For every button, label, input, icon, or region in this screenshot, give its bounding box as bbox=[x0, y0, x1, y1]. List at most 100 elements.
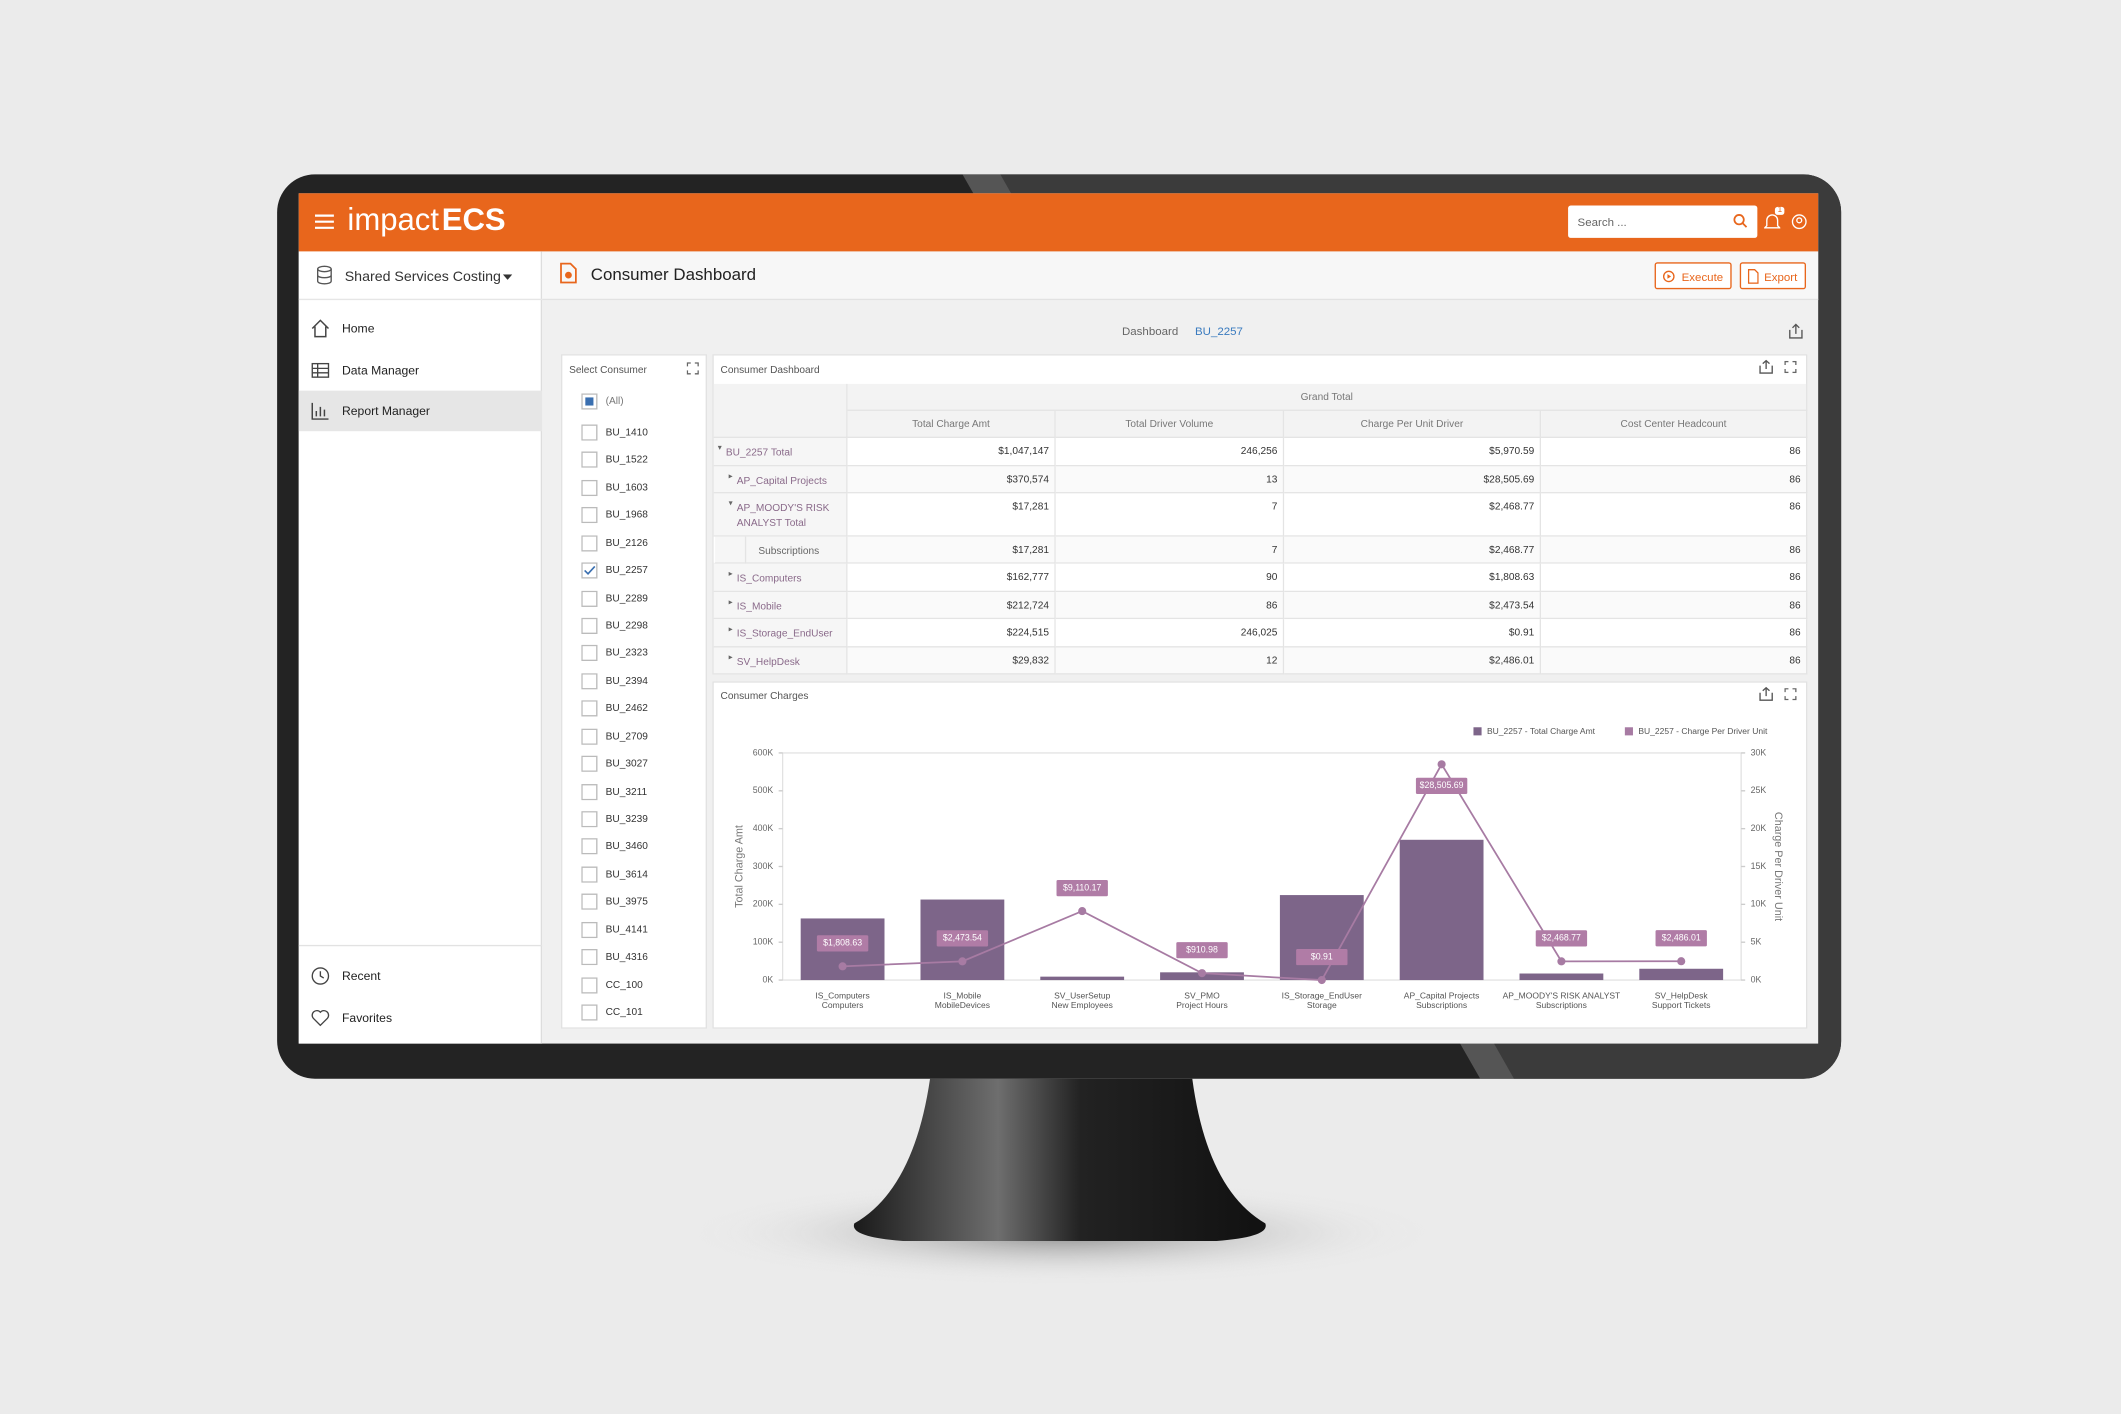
filter-item[interactable]: CC_100 bbox=[562, 975, 705, 994]
x-tick-label: Storage bbox=[1307, 1000, 1337, 1010]
cell-value: $1,808.63 bbox=[1489, 570, 1535, 583]
maximize-icon[interactable] bbox=[1784, 360, 1797, 374]
filter-item[interactable]: BU_4141 bbox=[562, 920, 705, 939]
share-icon[interactable] bbox=[1788, 323, 1803, 339]
expand-toggle[interactable]: ▸ bbox=[728, 654, 733, 663]
column-header: Total Charge Amt bbox=[847, 410, 1056, 438]
checkbox[interactable] bbox=[581, 507, 598, 524]
filter-item[interactable]: BU_2257 bbox=[562, 561, 705, 580]
page-header: Consumer Dashboard Execute Export bbox=[542, 251, 1819, 301]
execute-button[interactable]: Execute bbox=[1654, 262, 1732, 290]
checkbox[interactable] bbox=[581, 479, 598, 496]
export-label: Export bbox=[1764, 270, 1798, 284]
filter-label: BU_3614 bbox=[605, 867, 648, 880]
nav-item[interactable]: Report Manager bbox=[298, 390, 543, 432]
y2-tick-label: 5K bbox=[1751, 937, 1762, 947]
value-label-box bbox=[816, 935, 869, 952]
filter-label: BU_2323 bbox=[605, 646, 648, 659]
expand-toggle[interactable]: ▸ bbox=[728, 598, 733, 607]
expand-toggle[interactable]: ▾ bbox=[717, 444, 722, 453]
checkbox[interactable] bbox=[581, 949, 598, 966]
bell-icon[interactable] bbox=[1764, 212, 1781, 231]
filter-item[interactable]: BU_2709 bbox=[562, 727, 705, 746]
checkbox[interactable] bbox=[581, 728, 598, 745]
share-icon[interactable] bbox=[1759, 359, 1774, 375]
filter-item[interactable]: CC_101 bbox=[562, 1003, 705, 1022]
value-label-box bbox=[1176, 942, 1228, 959]
checkbox[interactable] bbox=[581, 976, 598, 994]
filter-item[interactable]: BU_3614 bbox=[562, 865, 705, 884]
cell-value: 86 bbox=[1789, 625, 1801, 639]
cell-value: $29,832 bbox=[1012, 654, 1049, 667]
filter-item[interactable]: BU_2126 bbox=[562, 534, 705, 553]
nav-item[interactable]: Home bbox=[299, 308, 542, 349]
search-icon[interactable] bbox=[1733, 214, 1748, 229]
filter-item[interactable]: BU_1603 bbox=[562, 478, 705, 497]
filter-item[interactable]: BU_3975 bbox=[562, 893, 705, 912]
checkbox[interactable] bbox=[581, 893, 598, 911]
table-cell: $370,574 bbox=[847, 466, 1056, 494]
filter-item[interactable]: BU_3239 bbox=[562, 810, 705, 829]
export-button[interactable]: Export bbox=[1739, 262, 1807, 290]
filter-label: CC_100 bbox=[605, 978, 643, 991]
play-icon bbox=[1662, 270, 1675, 283]
checkbox[interactable] bbox=[581, 424, 598, 441]
checkbox[interactable] bbox=[581, 811, 598, 828]
notification-badge: 1 bbox=[1774, 206, 1785, 215]
bar bbox=[1040, 976, 1125, 981]
checkbox[interactable] bbox=[581, 838, 598, 855]
pivot-title: Consumer Dashboard bbox=[720, 363, 820, 376]
cell-value: $224,515 bbox=[1006, 625, 1049, 639]
checkbox[interactable] bbox=[581, 783, 598, 800]
filter-item[interactable]: BU_3027 bbox=[562, 755, 705, 774]
filter-item[interactable]: BU_2394 bbox=[562, 672, 705, 691]
checkbox[interactable] bbox=[581, 866, 598, 883]
y-axis-title: Total Charge Amt bbox=[733, 825, 745, 908]
checkbox[interactable] bbox=[581, 673, 598, 690]
filter-item[interactable]: BU_2462 bbox=[562, 699, 705, 718]
filter-item[interactable]: BU_3211 bbox=[562, 782, 705, 801]
menu-icon[interactable] bbox=[314, 214, 335, 230]
expand-toggle[interactable]: ▾ bbox=[728, 500, 733, 509]
nav-icon bbox=[311, 402, 329, 420]
checkbox[interactable] bbox=[581, 452, 598, 469]
workspace-selector[interactable]: Shared Services Costing bbox=[298, 251, 543, 301]
nav-item[interactable]: Favorites bbox=[299, 999, 542, 1037]
share-icon[interactable] bbox=[1759, 686, 1774, 702]
maximize-icon[interactable] bbox=[686, 362, 699, 375]
filter-item[interactable]: BU_2289 bbox=[562, 589, 705, 608]
nav-item[interactable]: Recent bbox=[299, 957, 542, 995]
table-cell: 86 bbox=[1541, 536, 1808, 564]
search-box[interactable]: Search ... bbox=[1568, 205, 1758, 238]
table-cell: 246,256 bbox=[1055, 437, 1285, 467]
checkbox[interactable] bbox=[581, 590, 598, 607]
checkbox[interactable] bbox=[581, 562, 598, 579]
breadcrumb-value[interactable]: BU_2257 bbox=[1194, 324, 1243, 338]
filter-item[interactable]: BU_4316 bbox=[562, 948, 705, 967]
nav-item[interactable]: Data Manager bbox=[299, 349, 542, 390]
filter-item[interactable]: BU_2323 bbox=[562, 644, 705, 663]
filter-item[interactable]: BU_1968 bbox=[562, 506, 705, 525]
checkbox[interactable] bbox=[581, 921, 598, 938]
checkbox[interactable] bbox=[581, 1004, 598, 1021]
filter-item[interactable]: BU_2298 bbox=[562, 616, 705, 635]
filter-item[interactable]: (All) bbox=[562, 392, 705, 411]
expand-toggle[interactable]: ▸ bbox=[728, 473, 733, 482]
user-icon[interactable] bbox=[1791, 214, 1807, 230]
checkbox[interactable] bbox=[581, 393, 598, 410]
checkbox[interactable] bbox=[581, 645, 598, 662]
checkbox[interactable] bbox=[581, 617, 598, 634]
filter-item[interactable]: BU_1522 bbox=[562, 451, 705, 470]
value-label: $2,468.77 bbox=[1542, 933, 1581, 943]
cell-value: $370,574 bbox=[1006, 473, 1049, 486]
filter-item[interactable]: BU_1410 bbox=[562, 423, 705, 442]
checkbox[interactable] bbox=[581, 700, 598, 717]
expand-toggle[interactable]: ▸ bbox=[728, 625, 733, 634]
cell-value: $162,777 bbox=[1006, 570, 1049, 583]
filter-item[interactable]: BU_3460 bbox=[562, 837, 705, 856]
x-tick-label: SV_PMO bbox=[1184, 991, 1220, 1001]
checkbox[interactable] bbox=[581, 755, 598, 773]
expand-toggle[interactable]: ▸ bbox=[728, 570, 733, 579]
maximize-icon[interactable] bbox=[1784, 688, 1797, 701]
checkbox[interactable] bbox=[581, 534, 598, 552]
